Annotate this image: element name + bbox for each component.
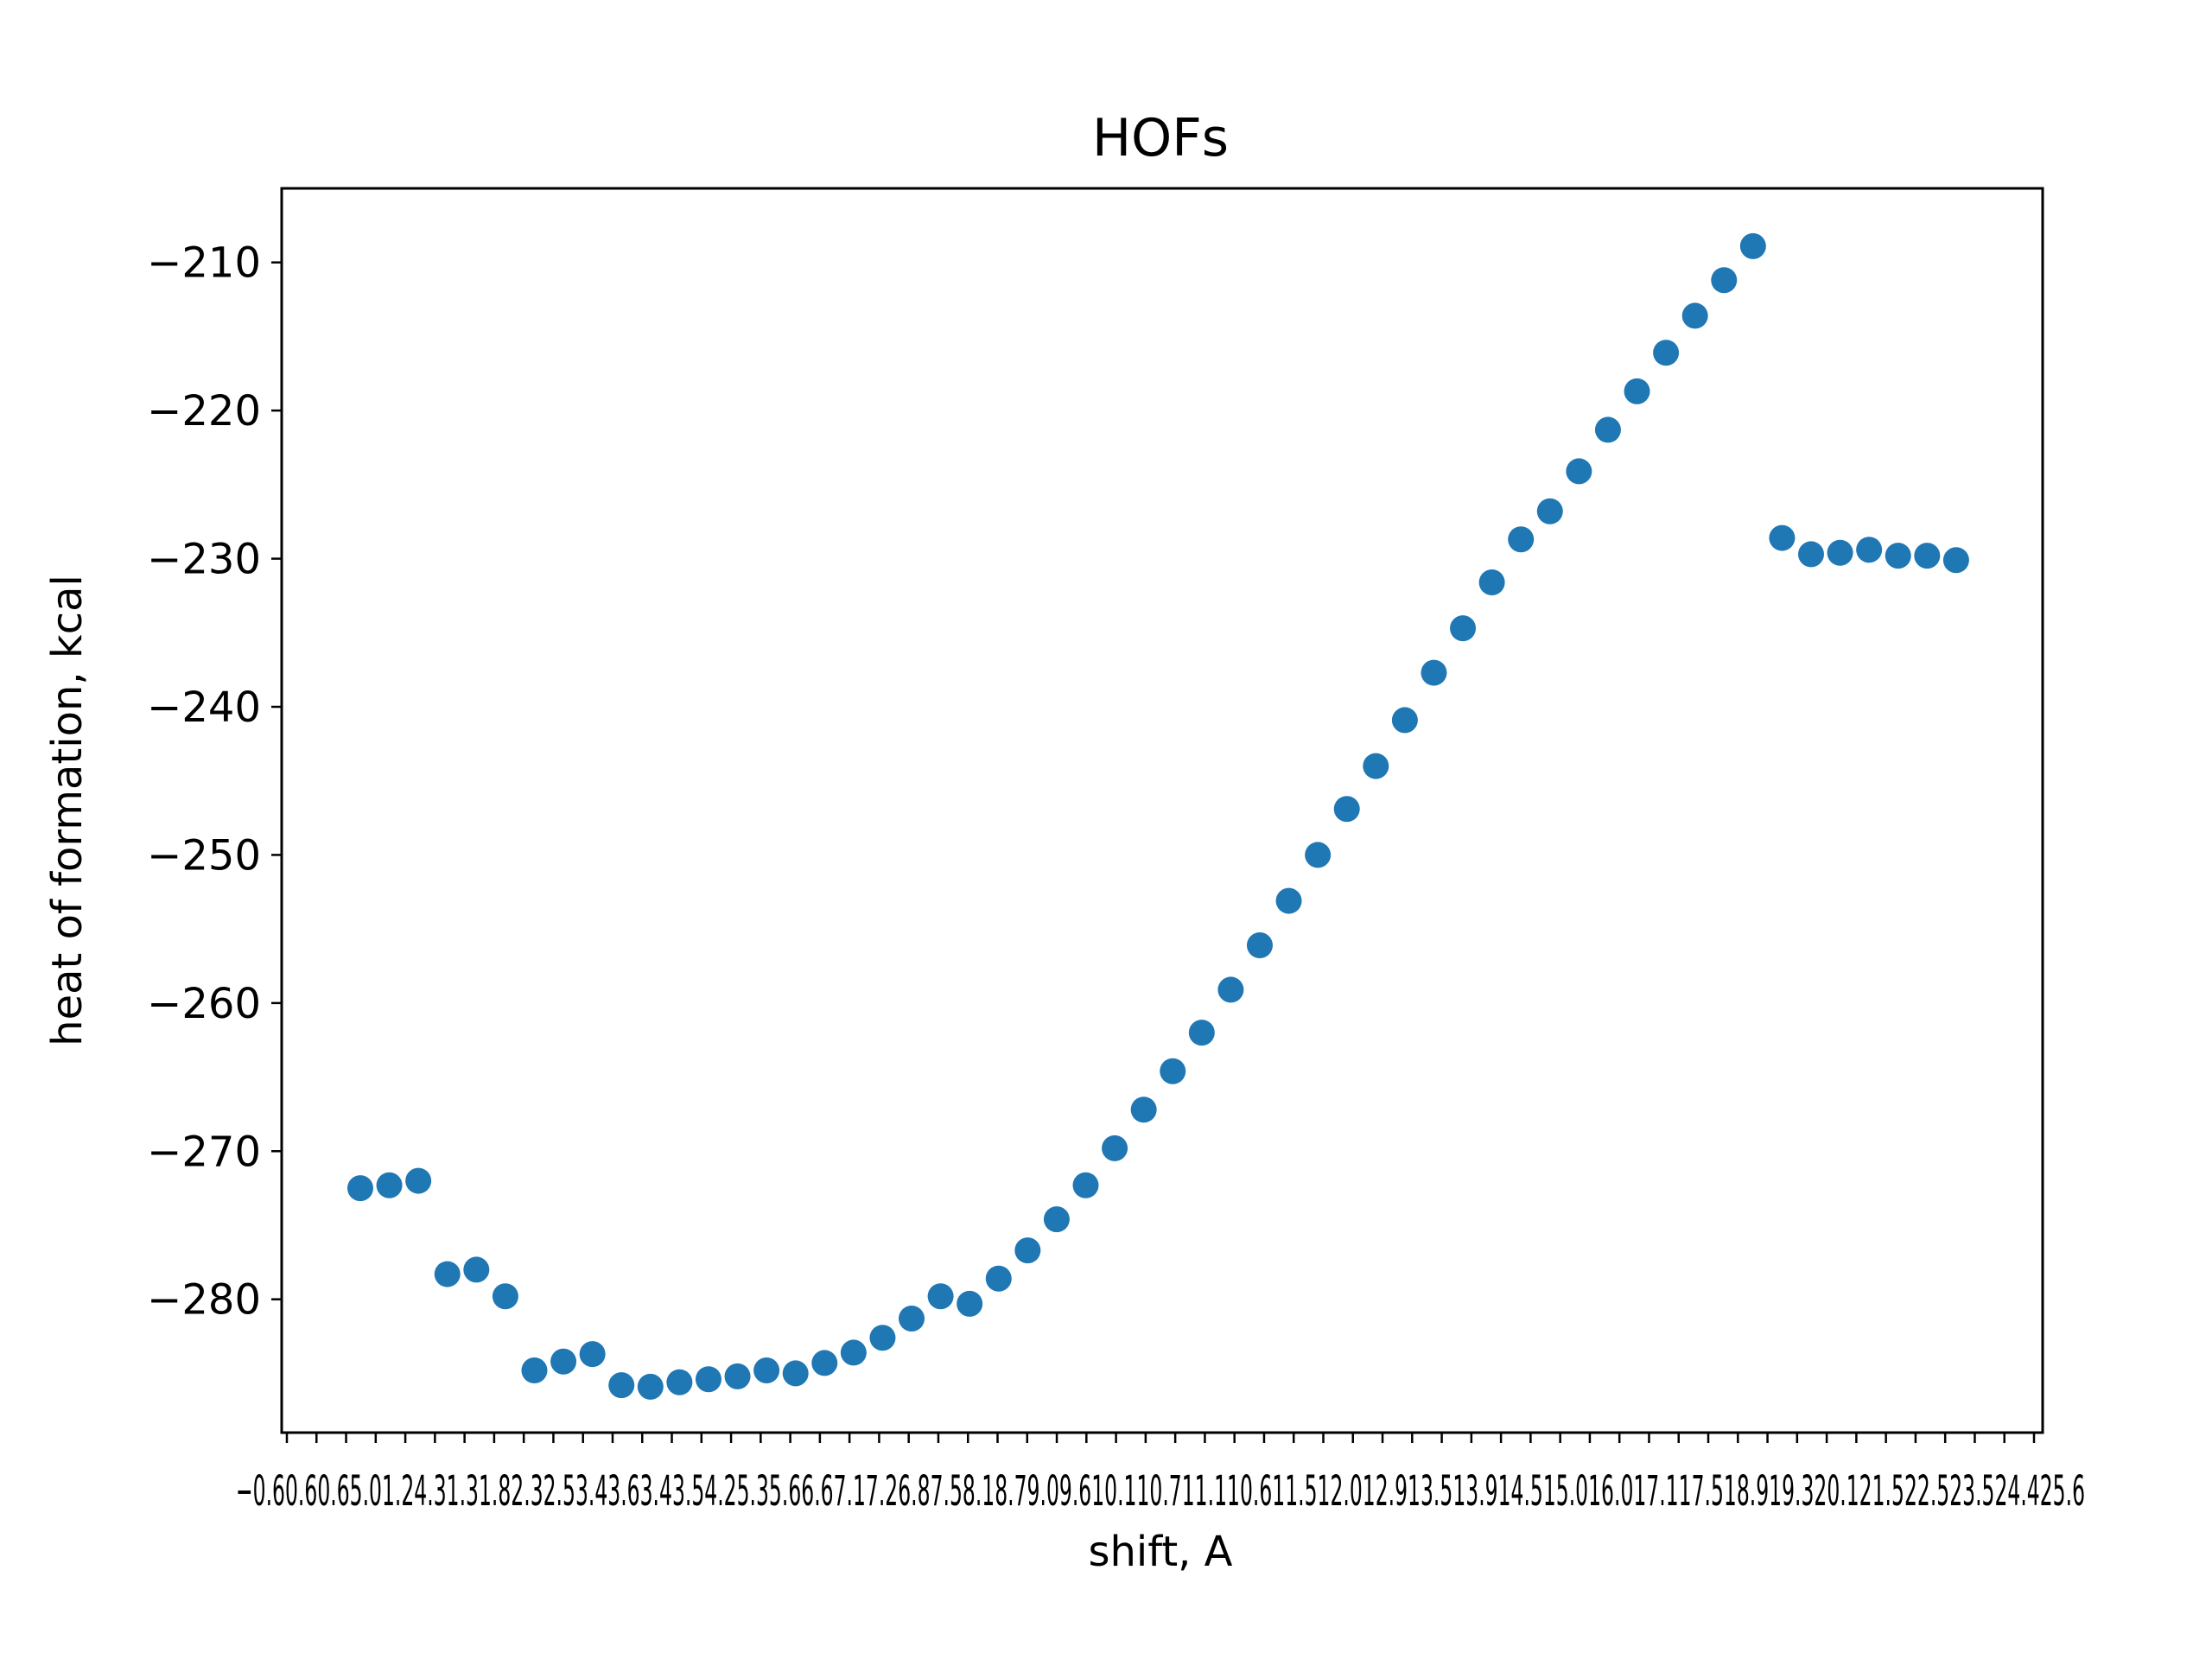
data-point (957, 1290, 983, 1317)
data-point (579, 1341, 606, 1368)
y-tick-label: −270 (147, 1128, 261, 1176)
data-point (376, 1172, 403, 1198)
data-point (434, 1261, 461, 1287)
data-point (1914, 543, 1941, 569)
data-point (869, 1325, 896, 1351)
data-point (1942, 547, 1969, 574)
data-point (608, 1372, 635, 1399)
data-point (1160, 1058, 1186, 1084)
data-point (1711, 267, 1738, 294)
y-tick-label: −260 (147, 980, 261, 1028)
data-point (1827, 539, 1853, 566)
data-point (1421, 659, 1447, 686)
data-point (1102, 1135, 1128, 1161)
x-axis-label: shift, A (1089, 1528, 1233, 1576)
data-point (550, 1348, 577, 1375)
data-point (899, 1306, 925, 1332)
y-tick-label: −210 (147, 239, 261, 288)
data-point (1653, 340, 1680, 366)
data-point (840, 1339, 867, 1366)
x-tick-labels: −0.60.60.65.01.24.31.31.82.32.53.43.63.4… (236, 1467, 2085, 1516)
data-point (1363, 753, 1389, 779)
data-point (1769, 524, 1796, 551)
data-point (695, 1366, 721, 1393)
data-point (1681, 302, 1708, 329)
data-point (1508, 526, 1535, 553)
data-point (782, 1360, 809, 1387)
data-point (1566, 458, 1592, 485)
data-point (724, 1363, 751, 1389)
data-point (463, 1256, 490, 1283)
y-tick-label: −220 (147, 387, 261, 435)
data-point (1798, 541, 1824, 568)
data-point (521, 1357, 548, 1383)
data-point (1536, 498, 1563, 524)
data-point (1130, 1096, 1157, 1123)
data-point (1246, 932, 1273, 958)
data-point (1391, 707, 1418, 734)
data-point (811, 1350, 838, 1376)
data-point (1305, 842, 1332, 868)
data-point (492, 1283, 518, 1310)
data-point (1450, 615, 1477, 642)
data-point (1333, 796, 1360, 823)
y-tick-label: −250 (147, 831, 261, 880)
data-point (405, 1167, 432, 1194)
data-point (1856, 537, 1883, 563)
data-point (985, 1265, 1012, 1292)
data-point (1014, 1237, 1041, 1264)
y-tick-label: −230 (147, 536, 261, 584)
data-point (1885, 543, 1911, 569)
data-point (1275, 887, 1302, 914)
axes-frame (280, 187, 2044, 1434)
data-point (1072, 1172, 1099, 1198)
data-point (347, 1175, 373, 1202)
data-point (637, 1373, 664, 1400)
data-point (927, 1283, 954, 1310)
data-point (666, 1369, 693, 1395)
data-point (1594, 416, 1621, 443)
chart-title: HOFs (1092, 108, 1229, 168)
data-point (1478, 569, 1505, 595)
data-point (1217, 976, 1244, 1003)
data-point (1624, 378, 1650, 404)
y-tick-label: −280 (147, 1276, 261, 1325)
data-point (753, 1357, 780, 1383)
y-tick-label: −240 (147, 683, 261, 732)
data-point (1739, 232, 1766, 259)
data-point (1188, 1020, 1215, 1046)
plot-area: −210 −220 −230 −240 −250 −260 −270 −280 −0.60.60… (147, 187, 2085, 1516)
data-point (1043, 1206, 1070, 1233)
y-axis-label: heat of formation, kcal (43, 575, 92, 1046)
